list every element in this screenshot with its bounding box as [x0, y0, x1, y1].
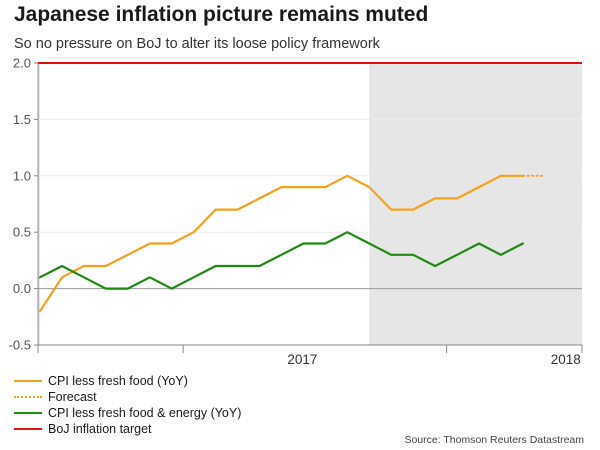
y-tick-label: 1.5 — [13, 112, 31, 127]
legend-label: BoJ inflation target — [48, 422, 152, 436]
legend-item: CPI less fresh food (YoY) — [14, 373, 241, 389]
legend-label: CPI less fresh food (YoY) — [48, 374, 188, 388]
chart-subtitle: So no pressure on BoJ to alter its loose… — [14, 36, 380, 52]
shaded-period-0 — [38, 63, 40, 345]
y-tick-label: 0.5 — [13, 225, 31, 240]
series-line-cpi-less-fresh-food-yoy — [38, 174, 524, 313]
legend-swatch — [14, 396, 42, 398]
shaded-period-1 — [369, 63, 582, 345]
y-axis: -0.5 0.0 0.5 1.0 1.5 2.0 — [9, 56, 39, 353]
y-tick-label: 0.0 — [13, 281, 31, 296]
legend-label: CPI less fresh food & energy (YoY) — [48, 406, 242, 420]
x-tick-label-year: 2017 — [287, 352, 317, 367]
y-tick-label: -0.5 — [9, 338, 31, 353]
legend-item: BoJ inflation target — [14, 421, 241, 437]
chart-title: Japanese inflation picture remains muted — [14, 3, 429, 26]
y-tick-label: 1.0 — [13, 168, 31, 183]
legend-item: CPI less fresh food & energy (YoY) — [14, 405, 241, 421]
x-axis: 2017 2018 — [37, 344, 583, 367]
legend-label: Forecast — [48, 390, 97, 404]
legend-swatch — [14, 412, 42, 414]
source-note: Source: Thomson Reuters Datastream — [404, 434, 584, 446]
shading-layer — [38, 63, 582, 345]
chart-legend: CPI less fresh food (YoY) Forecast CPI les… — [14, 373, 241, 437]
legend-swatch — [14, 380, 42, 382]
legend-item: Forecast — [14, 389, 241, 405]
legend-swatch — [14, 428, 42, 430]
series-line-cpi-less-fresh-food-energy-yoy — [38, 231, 524, 290]
y-tick-label: 2.0 — [13, 56, 31, 71]
series-layer — [38, 62, 582, 313]
x-tick-label-year: 2018 — [551, 352, 581, 367]
